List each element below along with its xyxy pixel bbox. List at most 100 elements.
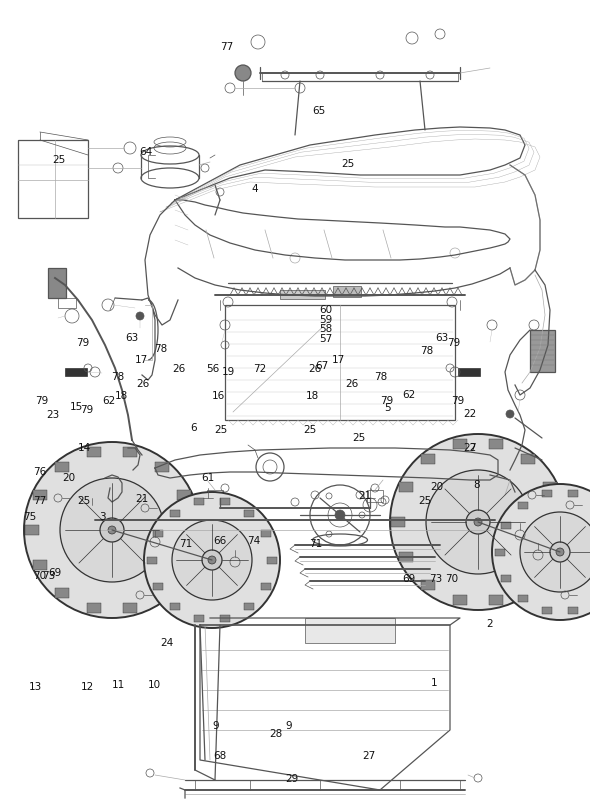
Text: 3: 3 xyxy=(99,513,106,522)
Circle shape xyxy=(474,518,482,526)
Text: 18: 18 xyxy=(306,391,319,401)
Text: 14: 14 xyxy=(78,444,91,453)
FancyBboxPatch shape xyxy=(551,517,565,527)
Text: 25: 25 xyxy=(342,159,355,169)
Text: 27: 27 xyxy=(362,751,375,761)
FancyBboxPatch shape xyxy=(25,525,39,535)
Circle shape xyxy=(426,470,530,574)
Text: 78: 78 xyxy=(112,372,124,382)
Text: 58: 58 xyxy=(319,324,332,334)
Text: 74: 74 xyxy=(247,536,260,546)
FancyBboxPatch shape xyxy=(155,587,169,598)
Text: 21: 21 xyxy=(135,494,148,504)
FancyBboxPatch shape xyxy=(123,603,137,613)
FancyBboxPatch shape xyxy=(244,603,254,611)
Circle shape xyxy=(108,526,116,534)
Text: 64: 64 xyxy=(140,148,153,157)
Circle shape xyxy=(208,556,216,564)
FancyBboxPatch shape xyxy=(169,603,179,611)
FancyBboxPatch shape xyxy=(543,483,557,492)
Circle shape xyxy=(506,410,514,418)
Circle shape xyxy=(144,492,280,628)
FancyBboxPatch shape xyxy=(489,595,503,605)
FancyBboxPatch shape xyxy=(177,560,191,569)
Text: 73: 73 xyxy=(42,571,55,581)
Text: 25: 25 xyxy=(53,155,65,165)
Text: 67: 67 xyxy=(315,361,328,371)
Text: 76: 76 xyxy=(33,467,46,477)
Bar xyxy=(18,140,88,218)
FancyBboxPatch shape xyxy=(185,525,199,535)
Text: 1: 1 xyxy=(430,678,437,688)
FancyBboxPatch shape xyxy=(55,462,69,473)
FancyBboxPatch shape xyxy=(220,615,230,622)
Text: 71: 71 xyxy=(179,539,192,549)
Text: 28: 28 xyxy=(270,729,283,739)
Text: 6: 6 xyxy=(190,423,197,433)
Text: 23: 23 xyxy=(47,410,60,420)
Text: 13: 13 xyxy=(29,682,42,692)
FancyBboxPatch shape xyxy=(489,439,503,449)
Text: 18: 18 xyxy=(115,391,128,401)
FancyBboxPatch shape xyxy=(194,498,204,505)
Text: 29: 29 xyxy=(286,774,299,783)
Circle shape xyxy=(390,434,566,610)
FancyBboxPatch shape xyxy=(568,607,578,614)
Text: 25: 25 xyxy=(215,425,228,435)
FancyBboxPatch shape xyxy=(155,462,169,473)
Text: 79: 79 xyxy=(35,396,48,406)
Text: 71: 71 xyxy=(309,539,322,549)
Text: 70: 70 xyxy=(445,574,458,584)
Text: 24: 24 xyxy=(160,638,173,648)
FancyBboxPatch shape xyxy=(220,498,230,505)
FancyBboxPatch shape xyxy=(521,454,535,465)
Text: 79: 79 xyxy=(380,396,393,406)
Text: 77: 77 xyxy=(221,42,234,52)
FancyBboxPatch shape xyxy=(568,490,578,497)
Text: 57: 57 xyxy=(319,334,332,344)
FancyBboxPatch shape xyxy=(421,454,435,465)
Bar xyxy=(207,490,223,502)
Text: 20: 20 xyxy=(430,482,443,491)
Text: 17: 17 xyxy=(332,355,345,365)
FancyBboxPatch shape xyxy=(169,509,179,517)
Text: 22: 22 xyxy=(464,409,477,418)
Text: 21: 21 xyxy=(358,491,371,501)
Text: 72: 72 xyxy=(253,364,266,374)
Bar xyxy=(280,290,325,299)
FancyBboxPatch shape xyxy=(153,582,163,590)
Text: 26: 26 xyxy=(345,380,358,389)
Circle shape xyxy=(172,520,252,600)
FancyBboxPatch shape xyxy=(87,447,101,457)
Circle shape xyxy=(60,478,164,582)
Text: 75: 75 xyxy=(23,512,36,521)
Bar xyxy=(367,490,383,502)
Text: 16: 16 xyxy=(212,391,225,401)
Bar xyxy=(65,368,87,376)
Text: 79: 79 xyxy=(451,396,464,406)
Text: 62: 62 xyxy=(402,390,415,400)
Bar xyxy=(48,268,66,298)
FancyBboxPatch shape xyxy=(501,574,511,581)
FancyBboxPatch shape xyxy=(261,530,271,538)
FancyBboxPatch shape xyxy=(123,447,137,457)
FancyBboxPatch shape xyxy=(495,548,505,556)
FancyBboxPatch shape xyxy=(542,607,552,614)
FancyBboxPatch shape xyxy=(517,501,527,508)
Text: 79: 79 xyxy=(447,338,460,348)
FancyBboxPatch shape xyxy=(244,509,254,517)
FancyBboxPatch shape xyxy=(177,491,191,500)
Text: 15: 15 xyxy=(70,402,83,412)
FancyBboxPatch shape xyxy=(542,490,552,497)
Text: 78: 78 xyxy=(374,372,387,382)
Text: 4: 4 xyxy=(251,184,258,194)
FancyBboxPatch shape xyxy=(543,551,557,562)
Circle shape xyxy=(127,454,139,466)
Bar xyxy=(58,298,76,308)
Text: 9: 9 xyxy=(212,721,219,731)
Bar xyxy=(305,618,395,643)
Circle shape xyxy=(24,442,200,618)
Bar xyxy=(458,368,480,376)
Text: 60: 60 xyxy=(319,305,332,315)
Text: 69: 69 xyxy=(402,574,415,584)
